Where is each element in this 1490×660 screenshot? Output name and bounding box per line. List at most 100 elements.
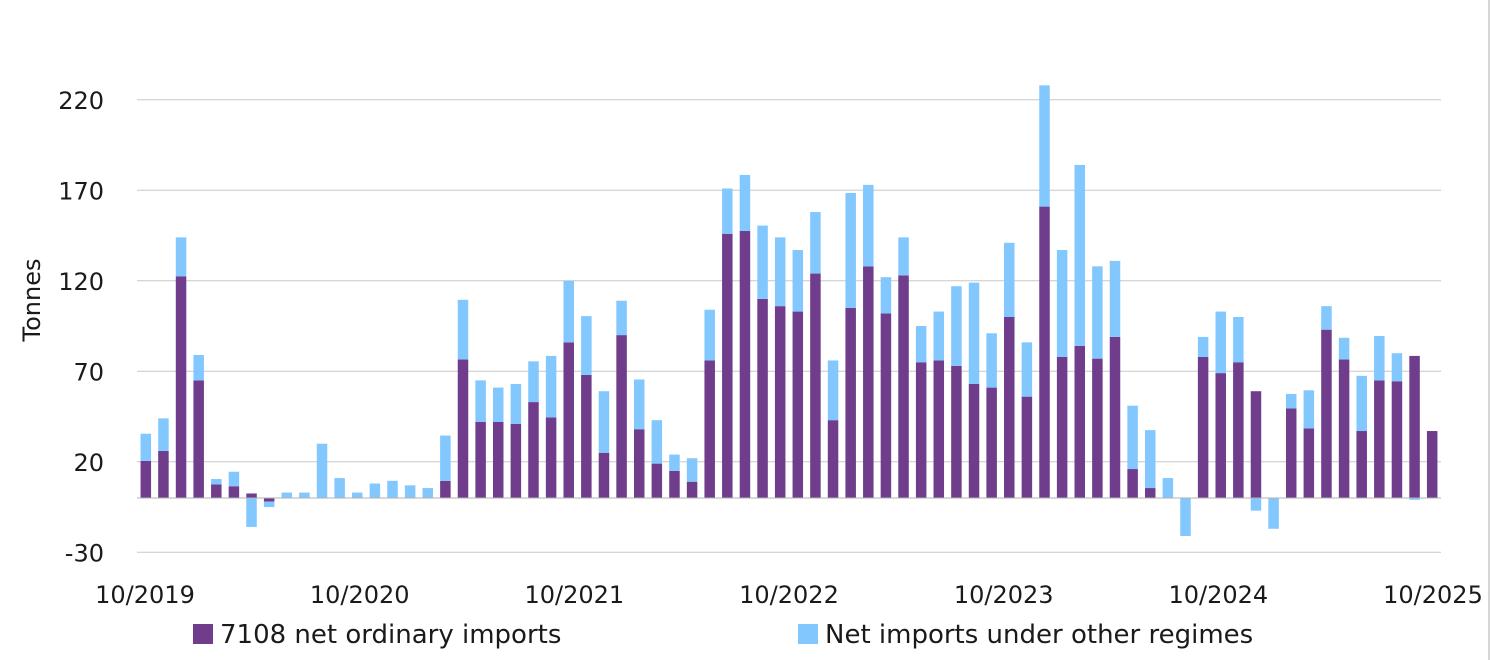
bar-other-regimes xyxy=(1039,85,1050,207)
bar-ordinary-imports xyxy=(457,359,469,498)
bar-ordinary-imports xyxy=(739,231,751,498)
bar-other-regimes xyxy=(1109,260,1121,337)
x-tick-labels: 10/2019 10/2020 10/2021 10/2022 10/2023 10/20… xyxy=(95,581,1483,609)
bar-ordinary-imports xyxy=(810,273,821,498)
bar-other-regimes xyxy=(316,443,328,498)
bar-ordinary-imports xyxy=(1144,488,1156,498)
y-tick-label: 120 xyxy=(58,268,104,296)
bar-ordinary-imports xyxy=(1056,356,1068,498)
bar-ordinary-imports xyxy=(598,452,610,498)
bar-other-regimes xyxy=(1180,498,1191,537)
bar-other-regimes xyxy=(263,501,275,508)
bar-ordinary-imports xyxy=(792,311,804,498)
legend-label-ordinary-imports: 7108 net ordinary imports xyxy=(220,620,561,650)
gridlines xyxy=(137,99,1441,553)
bar-other-regimes xyxy=(616,300,627,336)
bar-other-regimes xyxy=(211,479,222,485)
bar-other-regimes xyxy=(334,478,345,498)
bar-ordinary-imports xyxy=(440,480,451,498)
bar-ordinary-imports xyxy=(616,335,627,498)
bar-ordinary-imports xyxy=(510,423,522,498)
legend: 7108 net ordinary imports Net imports un… xyxy=(193,620,1253,650)
bar-ordinary-imports xyxy=(211,484,222,498)
bar-other-regimes xyxy=(1021,342,1033,397)
bar-ordinary-imports xyxy=(757,298,768,498)
bar-ordinary-imports xyxy=(1004,317,1015,498)
bar-ordinary-imports xyxy=(863,266,874,498)
bar-ordinary-imports xyxy=(475,421,486,498)
bar-other-regimes xyxy=(1127,405,1138,470)
bar-other-regimes xyxy=(581,316,592,375)
bar-other-regimes xyxy=(1074,164,1086,346)
bar-other-regimes xyxy=(1338,337,1350,360)
bar-ordinary-imports xyxy=(827,420,839,498)
bar-other-regimes xyxy=(792,250,804,312)
bar-other-regimes xyxy=(352,492,363,498)
bar-other-regimes xyxy=(704,309,715,361)
bar-other-regimes xyxy=(1162,478,1174,498)
bar-other-regimes xyxy=(669,454,680,471)
bar-ordinary-imports xyxy=(1409,355,1420,498)
bar-ordinary-imports xyxy=(1250,391,1262,498)
bar-ordinary-imports xyxy=(246,493,257,498)
bar-ordinary-imports xyxy=(563,342,574,498)
bar-other-regimes xyxy=(510,383,522,424)
bar-other-regimes xyxy=(563,280,574,343)
bar-ordinary-imports xyxy=(1215,373,1226,498)
x-tick-label: 10/2023 xyxy=(954,581,1054,609)
bar-other-regimes xyxy=(158,418,169,451)
bar-ordinary-imports xyxy=(1391,381,1403,498)
bar-other-regimes xyxy=(1250,498,1262,511)
bar-ordinary-imports xyxy=(1092,358,1103,498)
bar-ordinary-imports xyxy=(492,421,504,498)
bar-ordinary-imports xyxy=(722,233,733,499)
bar-ordinary-imports xyxy=(774,306,786,498)
bar-other-regimes xyxy=(898,237,909,276)
bar-ordinary-imports xyxy=(1303,428,1315,498)
x-tick-label: 10/2025 xyxy=(1383,581,1483,609)
bar-other-regimes xyxy=(175,237,187,277)
bar-other-regimes xyxy=(722,188,733,234)
bar-other-regimes xyxy=(915,326,927,363)
bar-ordinary-imports xyxy=(633,429,645,498)
bar-other-regimes xyxy=(1374,336,1385,381)
bar-other-regimes xyxy=(228,471,240,487)
bar-other-regimes xyxy=(845,193,856,308)
x-tick-label: 10/2021 xyxy=(524,581,624,609)
bar-other-regimes xyxy=(1285,393,1297,409)
bar-ordinary-imports xyxy=(1197,356,1209,498)
bar-other-regimes xyxy=(1092,266,1103,359)
bar-other-regimes xyxy=(757,225,768,299)
bar-ordinary-imports xyxy=(1356,431,1367,498)
bar-ordinary-imports xyxy=(915,362,927,498)
bar-other-regimes xyxy=(686,458,698,482)
bar-ordinary-imports xyxy=(898,275,909,498)
bar-ordinary-imports xyxy=(158,450,169,498)
bar-other-regimes xyxy=(633,379,645,430)
bar-ordinary-imports xyxy=(228,486,240,498)
bar-ordinary-imports xyxy=(704,360,715,498)
legend-label-other-regimes: Net imports under other regimes xyxy=(825,620,1253,650)
bar-other-regimes xyxy=(863,184,874,267)
bar-other-regimes xyxy=(281,492,293,498)
bar-ordinary-imports xyxy=(1074,345,1086,498)
bar-other-regimes xyxy=(986,333,997,388)
bar-other-regimes xyxy=(827,360,839,421)
bar-ordinary-imports xyxy=(545,417,557,498)
bar-ordinary-imports xyxy=(1285,408,1297,498)
bar-other-regimes xyxy=(968,282,980,384)
bar-other-regimes xyxy=(457,299,469,360)
bar-ordinary-imports xyxy=(845,307,856,498)
bar-other-regimes xyxy=(1356,375,1367,432)
bar-other-regimes xyxy=(880,277,892,314)
bar-ordinary-imports xyxy=(1321,329,1332,498)
y-tick-label: 20 xyxy=(73,449,104,477)
bar-other-regimes xyxy=(1004,242,1015,317)
bar-ordinary-imports xyxy=(651,463,663,498)
bar-other-regimes xyxy=(951,286,962,366)
bar-ordinary-imports xyxy=(263,498,275,502)
bar-other-regimes xyxy=(475,380,486,422)
bar-ordinary-imports xyxy=(951,365,962,498)
bar-other-regimes xyxy=(140,433,152,461)
